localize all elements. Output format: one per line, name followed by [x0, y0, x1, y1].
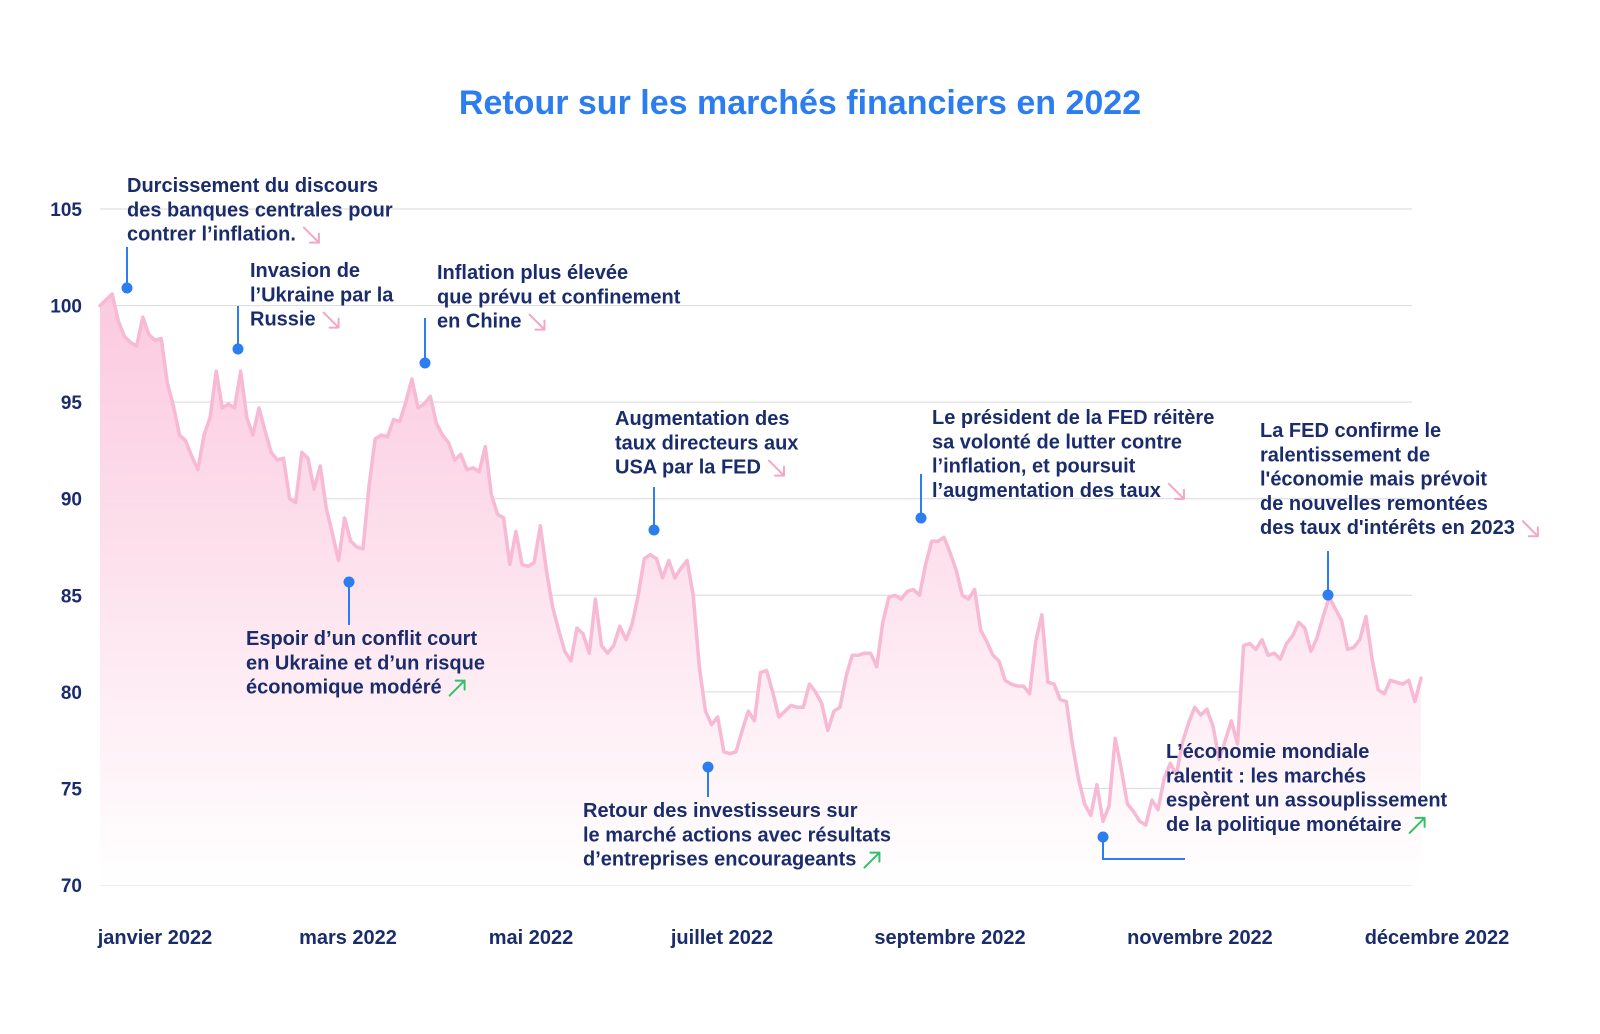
annotation-text: Invasion de l’Ukraine par la Russie	[250, 260, 394, 331]
annotation-line: ralentissement de	[1260, 444, 1430, 466]
annotation-marker	[343, 576, 355, 588]
y-tick-label: 105	[50, 200, 82, 221]
trend-up-arrow-icon	[448, 679, 466, 697]
y-tick-label: 100	[50, 297, 82, 318]
annotation: Augmentation des taux directeurs aux USA p…	[615, 408, 798, 536]
annotation-line: USA par la FED	[615, 457, 761, 479]
annotation-line: Espoir d’un conflit court	[246, 628, 477, 650]
annotation-text: Durcissement du discours des banques cent…	[127, 175, 393, 246]
annotation-line: économique modéré	[246, 677, 442, 699]
x-tick-label: mai 2022	[489, 927, 574, 949]
annotation: Invasion de l’Ukraine par la Russie	[232, 260, 394, 355]
y-tick-label: 85	[61, 586, 83, 607]
annotation-line: en Ukraine et d’un risque	[246, 652, 485, 674]
annotation-line: contrer l’inflation.	[127, 224, 296, 246]
annotation: Retour des investisseurs sur le marché ac…	[583, 761, 891, 871]
annotation-line: l’Ukraine par la	[250, 284, 394, 306]
annotation-line: que prévu et confinement	[437, 286, 681, 308]
series-area	[100, 294, 1421, 885]
annotation-line: Augmentation des	[615, 408, 789, 430]
annotation-line: Inflation plus élevée	[437, 262, 628, 284]
annotation-marker	[1097, 831, 1109, 843]
annotation-text: L’économie mondiale ralentit : les marché…	[1166, 741, 1448, 836]
annotation-line: espèrent un assouplissement	[1166, 790, 1448, 812]
annotation-line: de la politique monétaire	[1166, 814, 1402, 836]
trend-up-arrow-icon	[863, 851, 881, 869]
annotation: Durcissement du discours des banques cent…	[121, 175, 393, 294]
annotations: Durcissement du discours des banques cent…	[121, 175, 1539, 871]
annotation-marker	[648, 524, 660, 536]
annotation-text: La FED confirme le ralentissement de l'éco…	[1260, 420, 1515, 539]
y-tick-label: 70	[61, 876, 82, 897]
annotation-connector	[1102, 837, 1185, 860]
x-tick-label: juillet 2022	[670, 927, 773, 949]
annotation-line: d’entreprises encourageants	[583, 849, 856, 871]
x-tick-label: décembre 2022	[1365, 927, 1510, 949]
annotation-text: Le président de la FED réitère sa volonté…	[932, 407, 1214, 502]
annotation: Espoir d’un conflit court en Ukraine et d…	[246, 576, 485, 699]
trend-down-arrow-icon	[1167, 482, 1185, 500]
annotation-line: des banques centrales pour	[127, 199, 393, 221]
annotation: La FED confirme le ralentissement de l'éco…	[1260, 420, 1539, 601]
x-tick-label: mars 2022	[299, 927, 397, 949]
y-tick-label: 90	[61, 490, 82, 511]
annotation-line: Russie	[250, 309, 316, 331]
trend-down-arrow-icon	[322, 311, 340, 329]
annotation-line: des taux d'intérêts en 2023	[1260, 517, 1515, 539]
annotation-line: La FED confirme le	[1260, 420, 1441, 442]
annotation-text: Espoir d’un conflit court en Ukraine et d…	[246, 628, 485, 699]
y-tick-label: 95	[61, 393, 83, 414]
annotation-marker	[915, 512, 927, 524]
x-tick-label: janvier 2022	[97, 927, 213, 949]
annotation-line: le marché actions avec résultats	[583, 824, 891, 846]
annotation-line: l'économie mais prévoit	[1260, 469, 1487, 491]
annotation-marker	[232, 343, 244, 355]
y-axis: 105 100 95 90 85 80 75 70	[50, 200, 82, 897]
annotation-line: taux directeurs aux	[615, 432, 798, 454]
x-tick-label: septembre 2022	[874, 927, 1025, 949]
series-line	[98, 292, 1423, 827]
annotation-line: en Chine	[437, 311, 521, 333]
x-tick-label: novembre 2022	[1127, 927, 1273, 949]
annotation-marker	[1322, 589, 1334, 601]
trend-down-arrow-icon	[302, 226, 320, 244]
chart-title: Retour sur les marchés financiers en 202…	[458, 84, 1142, 122]
annotation-line: Invasion de	[250, 260, 360, 282]
x-axis: janvier 2022 mars 2022 mai 2022 juillet 202…	[97, 927, 1510, 949]
trend-down-arrow-icon	[767, 459, 785, 477]
annotation-line: Durcissement du discours	[127, 175, 378, 197]
y-tick-label: 75	[61, 779, 83, 800]
trend-up-arrow-icon	[1408, 816, 1426, 834]
annotation-text: Inflation plus élevée que prévu et confin…	[437, 262, 681, 333]
annotation-line: Le président de la FED réitère	[932, 407, 1214, 429]
annotation-line: L’économie mondiale	[1166, 741, 1369, 763]
annotation-line: l’inflation, et poursuit	[932, 456, 1136, 478]
annotation-line: sa volonté de lutter contre	[932, 431, 1182, 453]
annotation-marker	[702, 761, 714, 773]
annotation: Inflation plus élevée que prévu et confin…	[419, 262, 681, 369]
y-tick-label: 80	[61, 683, 82, 704]
annotation-text: Retour des investisseurs sur le marché ac…	[583, 800, 891, 871]
annotation: L’économie mondiale ralentit : les marché…	[1097, 741, 1448, 860]
annotation-line: l’augmentation des taux	[932, 480, 1161, 502]
annotation-line: de nouvelles remontées	[1260, 493, 1488, 515]
annotation-line: ralentit : les marchés	[1166, 765, 1366, 787]
annotation: Le président de la FED réitère sa volonté…	[915, 407, 1214, 524]
annotation-text: Augmentation des taux directeurs aux USA p…	[615, 408, 798, 479]
annotation-marker	[121, 282, 133, 294]
annotation-marker	[419, 357, 431, 369]
annotation-line: Retour des investisseurs sur	[583, 800, 858, 822]
trend-down-arrow-icon	[1521, 520, 1539, 538]
trend-down-arrow-icon	[528, 313, 546, 331]
